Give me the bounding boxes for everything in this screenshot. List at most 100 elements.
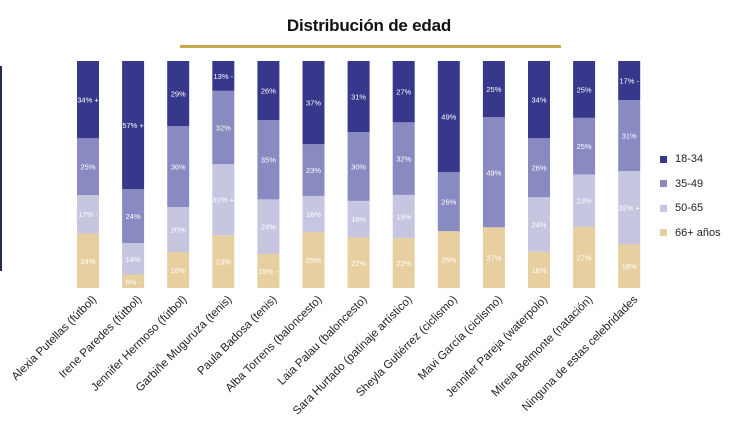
segment-value-label: 32% <box>396 155 411 164</box>
segment-value-label: 31% <box>622 132 637 141</box>
bar-segment <box>347 61 370 133</box>
bar-segment <box>482 61 505 118</box>
category-label: Mavi García (ciclismo) <box>416 294 505 383</box>
bar-segment <box>437 231 460 289</box>
legend-label: 18-34 <box>675 153 704 165</box>
bar-segment <box>392 238 415 288</box>
legend-label: 35-49 <box>675 177 704 190</box>
bar-segment <box>347 200 370 238</box>
legend-label: 66+ años <box>675 226 721 239</box>
segment-value-label: 29% <box>171 90 186 99</box>
bar-segment <box>257 61 280 120</box>
bar-segment <box>347 237 370 288</box>
segment-value-label: 32% <box>216 124 231 133</box>
segment-value-label: 19% <box>396 213 411 222</box>
segment-value-label: 27% <box>486 254 501 263</box>
bar-segment <box>618 171 641 245</box>
segment-value-label: 20% <box>171 226 186 235</box>
segment-value-label: 22% <box>351 259 366 268</box>
segment-value-label: 30% <box>351 163 366 172</box>
segment-value-label: 36% <box>171 163 186 172</box>
legend-swatch <box>660 204 667 212</box>
segment-value-label: 14% <box>126 255 141 264</box>
bar-segment <box>77 194 99 234</box>
bar-segment <box>347 132 370 201</box>
bar-segment <box>302 61 325 145</box>
bar-segment <box>122 189 145 243</box>
segment-value-label: 31% + <box>213 196 235 205</box>
legend-label: 50-65 <box>675 202 704 214</box>
segment-value-label: 23% <box>577 197 592 206</box>
category-label: Laia Palau (baloncesto) <box>276 294 370 388</box>
legend-swatch <box>660 155 667 163</box>
bar-segment <box>122 274 145 288</box>
legend-swatch <box>660 180 667 187</box>
bar-segment <box>573 61 596 118</box>
segment-value-label: 26% <box>531 164 546 173</box>
segment-value-label: 25% <box>577 142 592 151</box>
bar-segment <box>122 61 145 190</box>
bars-group <box>77 61 641 289</box>
category-labels-group: Alexia Putellas (fútbol)Irene Paredes (f… <box>10 293 641 417</box>
segment-value-label: 24% <box>531 220 546 229</box>
segment-value-label: 23% <box>216 258 231 267</box>
bar-segment <box>618 61 641 100</box>
category-label: Irene Paredes (fútbol) <box>57 294 144 381</box>
legend-swatch <box>660 229 667 236</box>
bar-segment <box>392 194 415 238</box>
bar-segment <box>77 233 99 288</box>
segment-value-label: 16% <box>306 210 321 219</box>
segment-value-label: 27% <box>396 88 411 97</box>
segment-value-label: 26% <box>441 198 456 207</box>
bar-segment <box>573 226 596 288</box>
segment-value-label: 25% <box>80 163 95 172</box>
bar-segment <box>528 61 550 139</box>
bar-segment <box>212 164 235 236</box>
bar-segment <box>77 61 99 139</box>
legend-item: 18-34 <box>660 153 721 165</box>
segment-labels-group: 24% 17% - 25% 34% + 6% - 14% 24% 57% + 16% 20% 36%… <box>77 72 640 286</box>
bar-segment <box>167 61 190 127</box>
category-label: Paula Badosa (tenis) <box>196 294 280 378</box>
left-edge-bar <box>0 66 2 271</box>
bar-segment <box>482 227 505 288</box>
segment-value-label: 23% <box>306 166 321 175</box>
segment-value-label: 34% <box>531 96 546 105</box>
segment-value-label: 13% - <box>214 72 234 81</box>
bar-segment <box>528 251 550 288</box>
category-label: Jennifer Hermoso (fútbol) <box>89 294 189 394</box>
segment-value-label: 24% <box>80 257 95 266</box>
bar-segment <box>257 120 280 200</box>
bar-segment <box>302 231 325 288</box>
chart-title: Distribución de edad <box>286 16 452 35</box>
segment-value-label: 17% - <box>619 77 639 86</box>
bar-segment <box>618 100 641 172</box>
segment-value-label: 24% <box>261 223 276 232</box>
segment-value-label: 37% <box>306 99 321 108</box>
bar-segment <box>528 138 550 198</box>
segment-value-label: 34% + <box>77 96 99 105</box>
segment-value-label: 16% <box>531 266 546 275</box>
bar-segment <box>122 243 145 275</box>
bar-segment <box>212 235 235 288</box>
bar-segment <box>302 195 325 232</box>
bar-segment <box>212 90 235 165</box>
segment-value-label: 49% <box>486 168 501 177</box>
segment-value-label: 27% <box>577 253 592 262</box>
segment-value-label: 19% <box>622 262 637 271</box>
bar-segment <box>257 199 280 254</box>
segment-value-label: 49% <box>441 113 456 122</box>
segment-value-label: 25% <box>577 85 592 94</box>
legend-item: 35-49 <box>660 178 721 190</box>
bar-segment <box>573 117 596 175</box>
legend: 18-34 35-49 50-65 66+ años <box>660 153 721 251</box>
segment-value-label: 22% <box>396 259 411 268</box>
segment-value-label: 15% - <box>259 267 279 276</box>
segment-value-label: 16% <box>351 215 366 224</box>
segment-value-label: 32% + <box>618 204 640 213</box>
legend-item: 66+ años <box>660 227 721 239</box>
title-underline <box>180 45 561 48</box>
bar-segment <box>618 244 641 288</box>
bar-segment <box>437 61 460 173</box>
